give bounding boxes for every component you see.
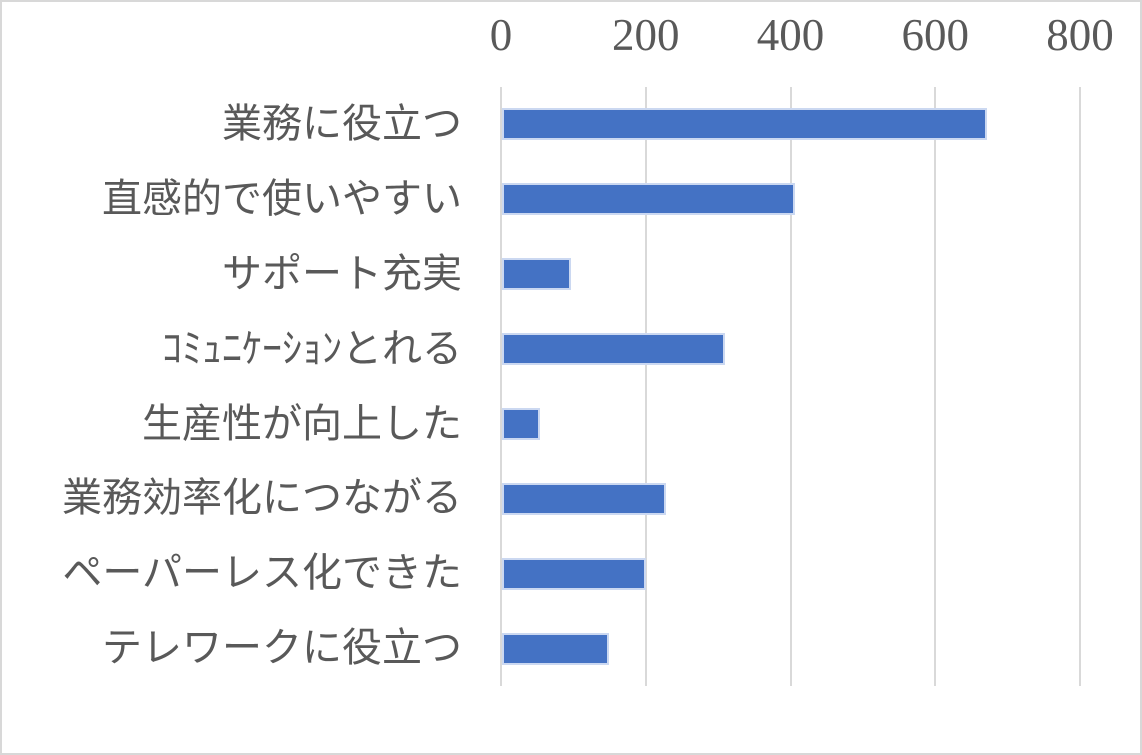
category-label: テレワークに役立つ xyxy=(102,625,462,671)
category-label: サポート充実 xyxy=(222,250,462,296)
bar-7 xyxy=(502,632,610,665)
x-axis-tick-label: 0 xyxy=(489,10,513,60)
bar-5 xyxy=(502,482,666,515)
gridline xyxy=(1079,87,1081,686)
x-axis-tick-label: 600 xyxy=(901,10,970,60)
category-label: 直感的で使いやすい xyxy=(102,175,462,221)
gridline xyxy=(789,87,792,686)
bar-4 xyxy=(502,407,541,440)
bar-1 xyxy=(502,183,796,216)
category-label: 業務に役立つ xyxy=(222,101,462,146)
bar-0 xyxy=(502,108,987,141)
x-axis-tick-label: 400 xyxy=(756,10,825,60)
x-axis-tick-label: 200 xyxy=(612,10,680,60)
bar-2 xyxy=(502,258,571,291)
x-axis-tick-label: 800 xyxy=(1046,10,1114,60)
category-label: ペーパーレス化できた xyxy=(62,550,462,596)
category-label: 生産性が向上した xyxy=(142,400,462,446)
gridline xyxy=(500,87,502,686)
category-label: ｺﾐｭﾆｹｰｼｮﾝとれる xyxy=(162,325,462,371)
bar-6 xyxy=(502,557,647,590)
bar-3 xyxy=(502,333,725,366)
category-label: 業務効率化につながる xyxy=(62,475,462,521)
gridline xyxy=(934,87,937,686)
gridline xyxy=(644,87,647,686)
